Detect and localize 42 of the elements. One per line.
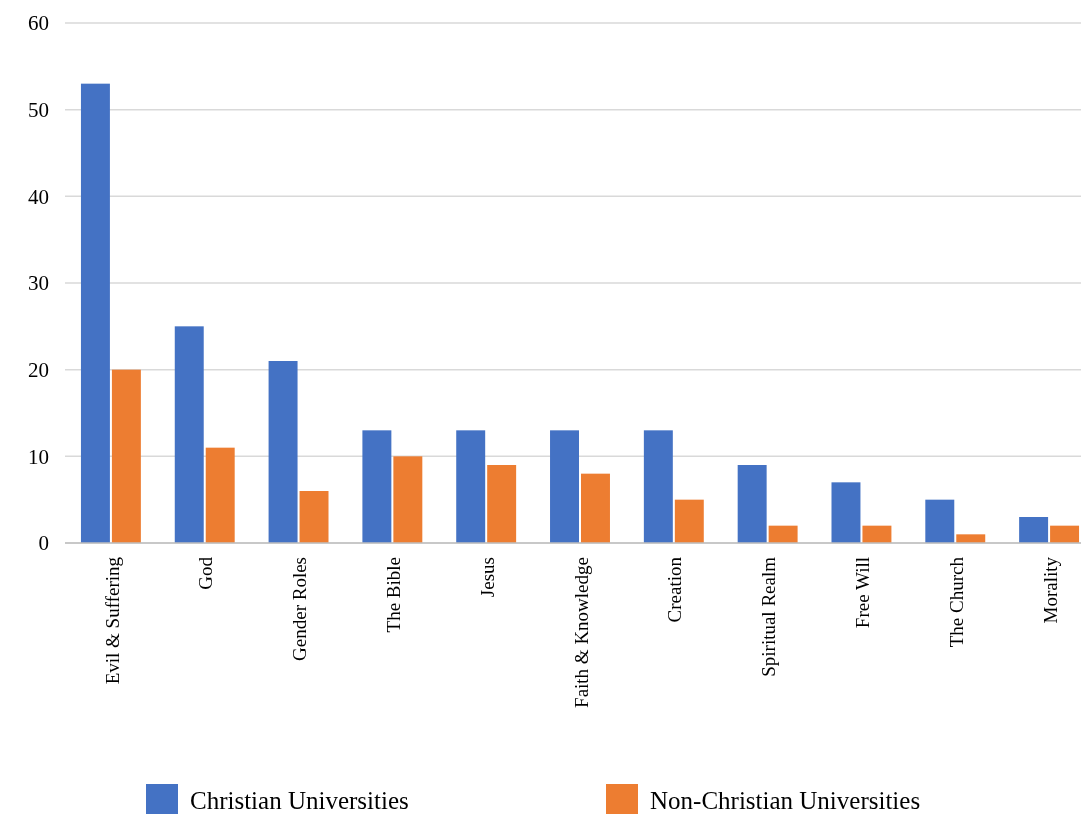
bar <box>643 430 673 543</box>
y-tick-label: 10 <box>28 444 49 469</box>
bar <box>456 430 486 543</box>
bar <box>768 525 798 543</box>
bar <box>581 473 610 543</box>
bar <box>831 482 861 543</box>
y-tick-label: 40 <box>28 184 49 209</box>
bar <box>862 525 892 543</box>
y-tick-label: 30 <box>28 271 49 296</box>
x-tick-label: Faith & Knowledge <box>570 557 592 708</box>
y-tick-label: 50 <box>28 98 49 123</box>
x-tick-label: Spiritual Realm <box>758 556 780 677</box>
x-tick-label: Free Will <box>852 557 874 629</box>
y-tick-label: 20 <box>28 358 49 383</box>
bar <box>1050 525 1080 543</box>
bar <box>111 369 141 543</box>
x-tick-label: God <box>195 556 217 590</box>
y-tick-label: 60 <box>28 11 49 36</box>
bar <box>674 499 704 543</box>
bar <box>299 491 329 543</box>
bar <box>80 83 110 543</box>
bar <box>925 499 955 543</box>
bar <box>174 326 204 543</box>
x-tick-label: Evil & Suffering <box>101 556 123 685</box>
x-tick-label: The Bible <box>383 557 405 633</box>
x-tick-label: Creation <box>664 556 686 623</box>
bar <box>393 456 423 543</box>
bar <box>205 447 235 543</box>
x-tick-label: Gender Roles <box>289 557 311 661</box>
bar <box>362 430 392 543</box>
bar <box>1019 517 1049 543</box>
bar <box>550 430 579 543</box>
legend-label: Non-Christian Universities <box>650 786 921 814</box>
bar <box>487 465 517 543</box>
x-tick-label: Jesus <box>476 557 498 598</box>
legend-label: Christian Universities <box>190 786 409 814</box>
y-tick-label: 0 <box>38 531 49 556</box>
x-tick-label: Morality <box>1039 556 1061 624</box>
bar <box>737 465 767 543</box>
bar <box>956 534 986 543</box>
bar <box>268 361 298 543</box>
x-tick-label: The Church <box>945 556 967 648</box>
